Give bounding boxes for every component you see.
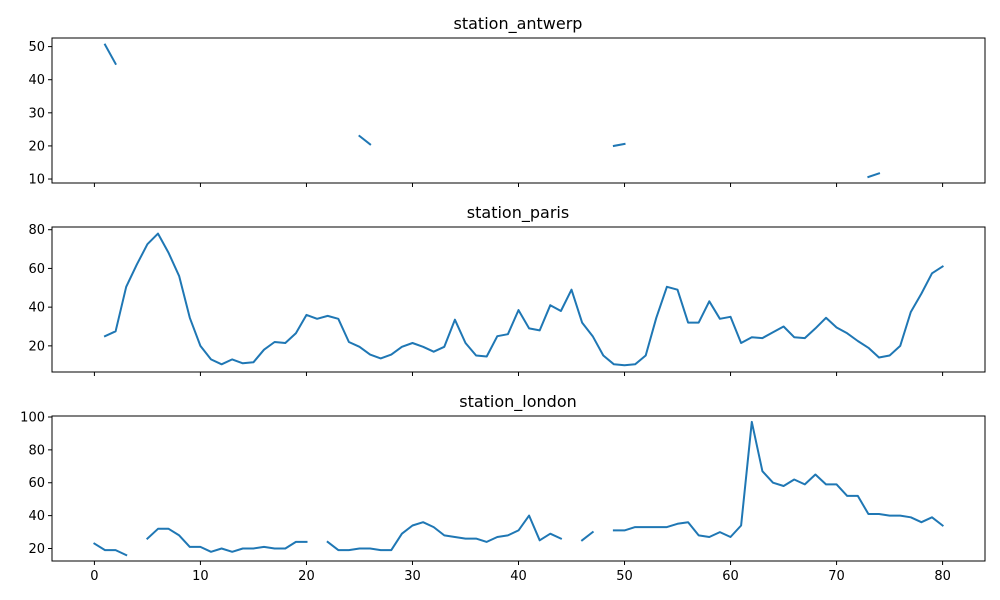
series-line	[580, 530, 595, 542]
y-tick-label: 20	[28, 339, 45, 354]
y-tick-label: 80	[28, 223, 45, 238]
panel-antwerp: station_antwerp 10 20 30 40 50	[28, 14, 986, 188]
series-line	[612, 142, 626, 148]
series-line	[103, 43, 117, 66]
series-line	[358, 134, 372, 146]
y-tick-label: 40	[28, 73, 45, 88]
x-tick-label: 0	[90, 569, 98, 584]
panel-title: station_antwerp	[454, 14, 583, 34]
y-tick-label: 60	[28, 262, 45, 277]
panel-title: station_paris	[467, 203, 569, 223]
axes-frame	[51, 37, 986, 184]
panel-title: station_london	[459, 392, 577, 412]
y-tick-label: 20	[28, 542, 45, 557]
y-tick-label: 60	[28, 476, 45, 491]
axes-frame	[51, 226, 986, 373]
x-tick-label: 20	[298, 569, 315, 584]
x-tick-label: 40	[510, 569, 527, 584]
series-line	[145, 527, 308, 553]
x-tick-label: 80	[934, 569, 951, 584]
y-tick-label: 40	[28, 509, 45, 524]
series-line	[867, 172, 881, 179]
x-tick-label: 30	[404, 569, 421, 584]
y-tick-label: 40	[28, 301, 45, 316]
y-tick-label: 10	[28, 173, 45, 188]
x-tick-label: 70	[828, 569, 845, 584]
series-line	[103, 232, 944, 367]
x-tick-label: 10	[192, 569, 209, 584]
y-tick-label: 100	[20, 410, 45, 425]
y-tick-label: 50	[28, 40, 45, 55]
y-tick-label: 20	[28, 139, 45, 154]
series-line	[93, 542, 128, 557]
axes-frame	[51, 415, 986, 562]
x-tick-label: 60	[722, 569, 739, 584]
x-tick-label: 50	[616, 569, 633, 584]
panel-paris: station_paris 20 40 60 80	[28, 203, 986, 376]
panel-london: station_london 20 40 60 80 100 0 10 20 30 40 50 60 7…	[20, 392, 986, 584]
series-line	[326, 514, 563, 552]
y-tick-label: 30	[28, 106, 45, 121]
series-line	[612, 420, 945, 538]
y-tick-label: 80	[28, 443, 45, 458]
